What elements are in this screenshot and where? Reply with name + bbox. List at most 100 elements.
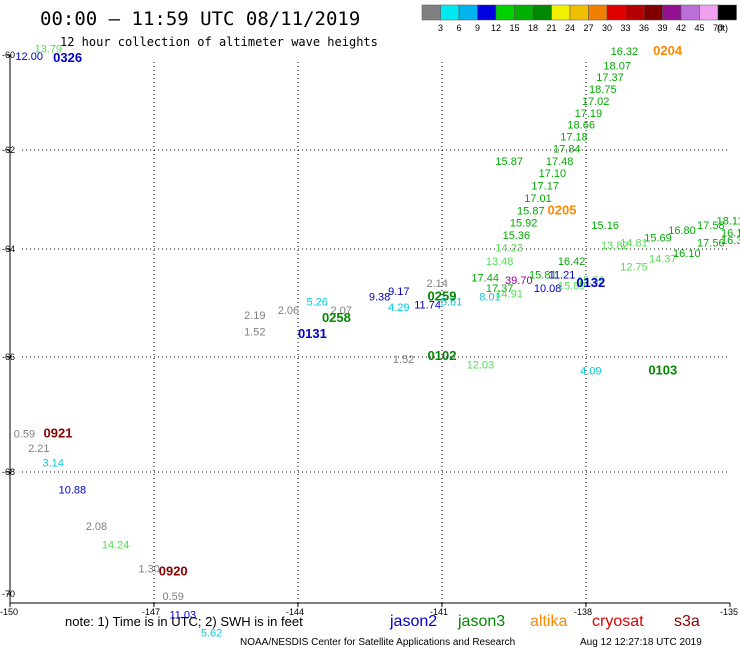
x-tick-label: -150 [0,607,18,617]
swh-point: 18.11 [717,215,740,227]
swh-point: 14.24 [102,539,130,551]
colorbar-label: 33 [620,23,630,33]
swh-point: 12.75 [620,262,648,274]
satellite-legend-s3a: s3a [674,613,700,630]
swh-point: 10.88 [59,484,87,496]
swh-point: 9.17 [388,286,409,298]
swh-point: 8.01 [479,291,500,303]
colorbar-label: 18 [528,23,538,33]
swh-point: 0.59 [14,429,35,441]
swh-point: 17.37 [486,283,514,295]
satellite-legend-altika: altika [530,613,567,630]
swh-point: 17.44 [471,272,499,284]
y-tick-label: -66 [2,352,15,362]
colorbar-swatch [625,4,645,21]
swh-point: 18.07 [603,60,631,72]
swh-point: 18.66 [567,120,595,132]
swh-point: 15.16 [591,220,619,232]
swh-point: 4.29 [388,302,409,314]
swh-point: 2.06 [278,305,299,317]
y-tick-label: -64 [2,244,15,254]
pass-time-label: 0326 [53,50,82,65]
swh-point: 2.07 [330,305,351,317]
swh-point: 12.00 [15,51,43,63]
swh-point: 17.02 [582,96,610,108]
x-tick-label: -141 [430,607,448,617]
swh-point: 12.03 [467,360,495,372]
satellite-legend: jason2 jason3 altika cryosat s3a [389,613,700,630]
swh-point: 17.37 [596,72,624,84]
colorbar-label: 24 [565,23,575,33]
pass-time-label: 0131 [298,326,327,341]
swh-point: 17.01 [524,193,552,205]
colorbar-label: 6 [456,23,461,33]
swh-point: 16.32 [611,46,639,58]
colorbar-label: 9 [475,23,480,33]
pass-time-label: 0205 [548,202,577,217]
swh-point: 17.17 [531,181,559,193]
data-points: 12.0013.7915.1615.8716.3218.0717.3718.75… [14,44,740,640]
colorbar-swatch [680,4,700,21]
swh-point: 2.08 [86,521,107,533]
satellite-legend-jason2: jason2 [389,613,437,630]
colorbar-swatch [569,4,589,21]
swh-point: 18.75 [589,84,617,96]
colorbar-label: 21 [546,23,556,33]
colorbar-swatch [606,4,626,21]
swh-point: 3.14 [42,457,63,469]
swh-point: 15.69 [644,233,672,245]
swh-point: 2.21 [28,443,49,455]
swh-point: 15.92 [510,218,538,230]
satellite-legend-jason3: jason3 [457,613,505,630]
pass-time-label: 0102 [428,348,457,363]
plot-axes [9,55,730,604]
swh-point: 17.19 [575,108,603,120]
pass-time-label: 0259 [428,288,457,303]
swh-point: 14.91 [495,289,523,301]
swh-point: 5.26 [306,297,327,309]
swh-point: 16.36 [721,235,740,247]
swh-point: 13.48 [486,256,514,268]
pass-time-label: 0103 [648,362,677,377]
colorbar-label: 12 [491,23,501,33]
chart-title: 00:00 – 11:59 UTC 08/11/2019 [40,8,360,30]
swh-point: 9.38 [369,291,390,303]
x-tick-label: -135 [720,607,738,617]
colorbar-unit: (ft) [717,23,728,33]
colorbar-label: 15 [509,23,519,33]
colorbar-swatch [477,4,497,21]
footer-timestamp: Aug 12 12:27:18 UTC 2019 [580,637,702,648]
swh-point: 17.48 [546,156,574,168]
colorbar-label: 70 [713,23,723,33]
x-tick-label: -147 [142,607,160,617]
x-tick-label: -138 [574,607,592,617]
swh-point: 11.74 [414,299,441,311]
chart-subtitle: 12 hour collection of altimeter wave hei… [60,35,378,49]
swh-point: 15.36 [503,230,531,242]
swh-point: 15.89 [558,281,586,293]
y-tick-label: -70 [2,589,15,599]
swh-point: 16.18 [721,228,740,240]
swh-point: 16.80 [668,225,696,237]
colorbar-label: 39 [657,23,667,33]
colorbar-swatch [421,4,441,21]
colorbar-swatch [532,4,552,21]
swh-point: 14.37 [649,254,677,266]
colorbar-label: 27 [583,23,593,33]
swh-point: 15.87 [495,156,523,168]
colorbar-label: 45 [694,23,704,33]
swh-point: 14.81 [620,238,648,250]
colorbar-swatch [588,4,608,21]
swh-point: 5.62 [201,628,222,640]
colorbar-swatch [699,4,719,21]
swh-point: 0.59 [162,591,183,603]
colorbar-label: 3 [438,23,443,33]
colorbar-label: 36 [639,23,649,33]
pass-time-label: 0204 [653,43,683,58]
swh-point: 15.59 [577,275,605,287]
x-tick-label: -144 [286,607,304,617]
colorbar-label: 42 [676,23,686,33]
swh-point: 5.61 [441,297,462,309]
swh-point: 17.56 [697,238,725,250]
